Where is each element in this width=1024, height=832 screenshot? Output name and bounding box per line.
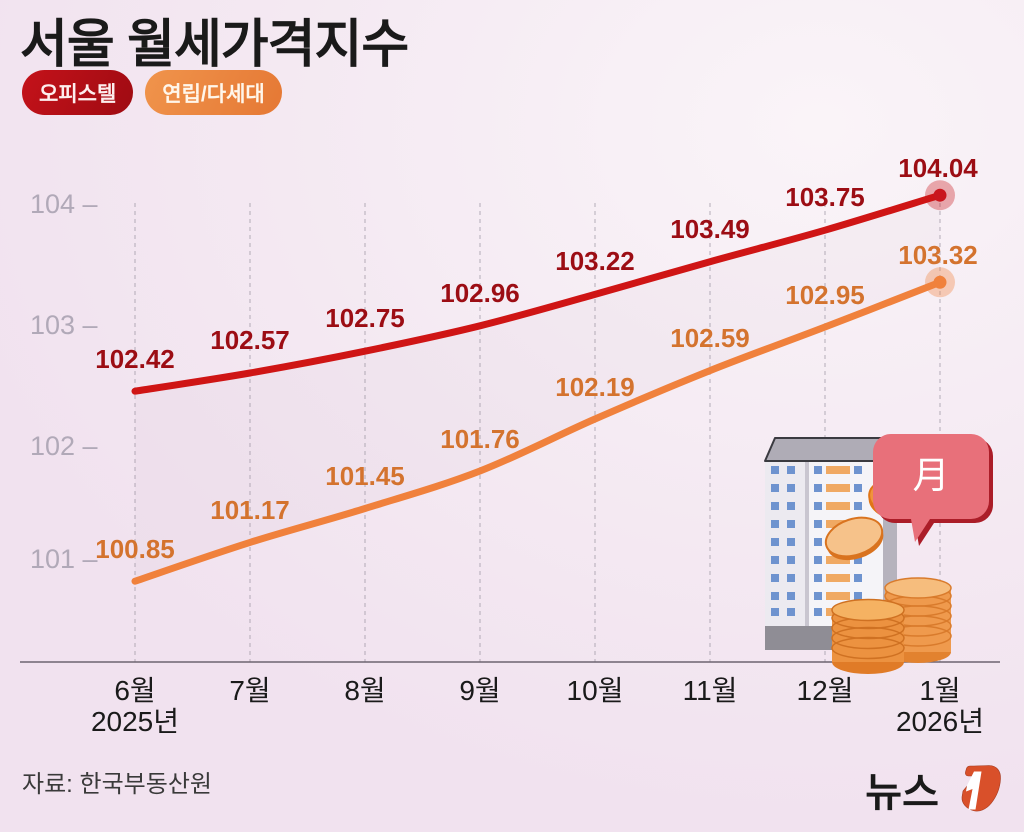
svg-text:101.17: 101.17 <box>210 495 290 525</box>
svg-text:2025년: 2025년 <box>91 706 179 737</box>
svg-text:2026년: 2026년 <box>896 706 984 737</box>
svg-text:101 –: 101 – <box>30 544 98 574</box>
svg-text:月: 月 <box>913 455 950 496</box>
svg-text:7월: 7월 <box>229 675 270 706</box>
svg-text:1월: 1월 <box>919 675 960 706</box>
svg-text:104 –: 104 – <box>30 189 98 219</box>
svg-text:103.22: 103.22 <box>555 246 635 276</box>
svg-text:9월: 9월 <box>459 675 500 706</box>
svg-text:6월: 6월 <box>114 675 155 706</box>
svg-text:102.19: 102.19 <box>555 372 635 402</box>
svg-text:103 –: 103 – <box>30 310 98 340</box>
svg-text:10월: 10월 <box>567 675 624 706</box>
svg-text:102 –: 102 – <box>30 431 98 461</box>
svg-text:104.04: 104.04 <box>898 153 978 183</box>
svg-text:103.75: 103.75 <box>785 182 865 212</box>
svg-text:102.95: 102.95 <box>785 280 865 310</box>
svg-text:102.57: 102.57 <box>210 325 290 355</box>
svg-text:103.49: 103.49 <box>670 214 750 244</box>
svg-text:11월: 11월 <box>683 675 738 706</box>
svg-text:102.96: 102.96 <box>440 278 520 308</box>
svg-text:자료: 한국부동산원: 자료: 한국부동산원 <box>22 771 212 798</box>
svg-text:100.85: 100.85 <box>95 534 175 564</box>
svg-text:102.42: 102.42 <box>95 344 175 374</box>
svg-text:12월: 12월 <box>797 675 854 706</box>
svg-text:102.75: 102.75 <box>325 303 405 333</box>
svg-text:101.45: 101.45 <box>325 461 405 491</box>
svg-text:8월: 8월 <box>344 675 385 706</box>
svg-text:101.76: 101.76 <box>440 424 520 454</box>
svg-text:103.32: 103.32 <box>898 240 978 270</box>
svg-text:102.59: 102.59 <box>670 323 750 353</box>
